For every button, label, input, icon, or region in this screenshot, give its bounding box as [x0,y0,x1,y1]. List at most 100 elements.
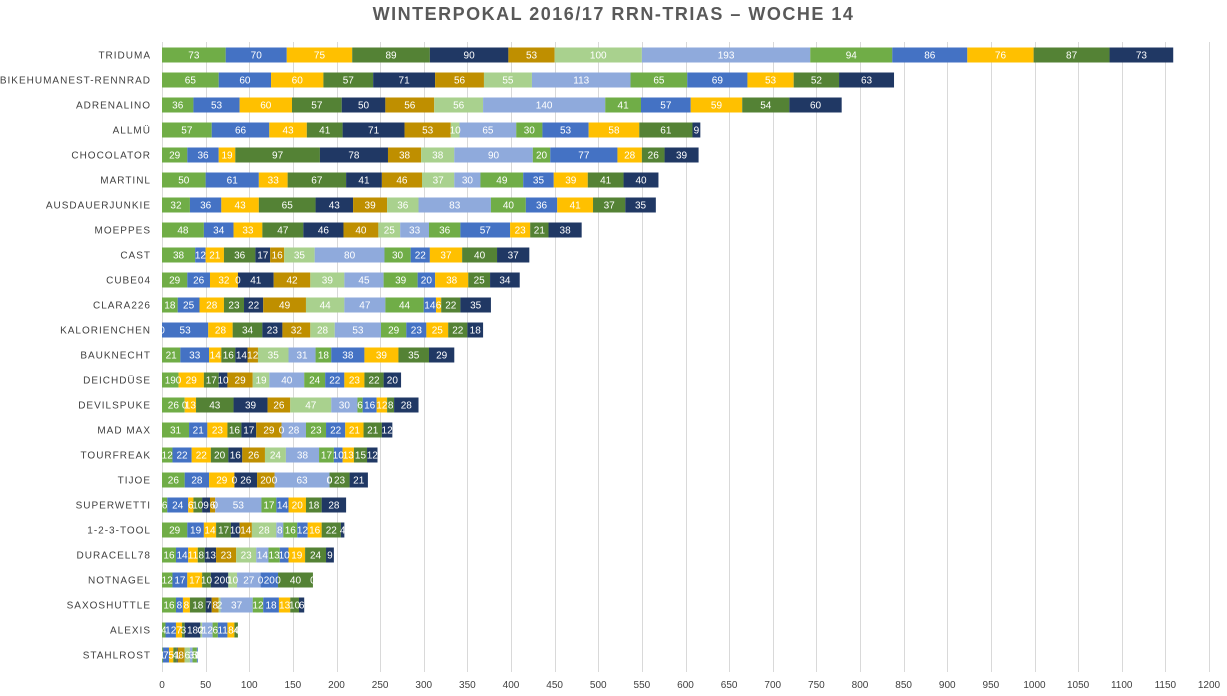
data-label: 60 [239,76,251,87]
bar-segment [274,472,330,488]
bar-segment [276,522,284,538]
data-label: 26 [248,451,260,462]
bar-segment [364,372,384,388]
x-tick-label: 300 [415,680,432,691]
data-label: 6 [162,501,168,512]
data-label: 0 [235,276,241,287]
data-label: 8 [277,526,283,537]
bar-segment [641,97,691,113]
bar-segment [789,97,842,113]
bar-segment [428,347,455,363]
data-label: 30 [462,176,474,187]
category-label: NOTNAGEL [88,576,151,587]
bar-segment [211,597,219,613]
bar-segment [321,522,341,538]
bar-segment [215,497,262,513]
bar-segment [353,197,388,213]
bar-segment [530,222,549,238]
data-label: 12 [252,601,264,612]
bar-segment [303,222,344,238]
data-label: 0 [275,576,281,587]
data-label: 36 [200,201,212,212]
bar-segment [172,572,188,588]
bar-segment [468,272,491,288]
data-label: 6 [188,501,194,512]
data-label: 53 [180,326,192,337]
data-label: 41 [618,101,630,112]
bar-segment [209,497,216,513]
bar-segment [162,647,163,663]
bar-segment [227,372,253,388]
data-label: 38 [399,151,411,162]
category-label: TOURFREAK [81,451,152,462]
bar-segment [168,647,174,663]
data-label: 19 [165,376,177,387]
bar-segment [236,547,257,563]
data-label: 29 [235,376,247,387]
bar-segment [625,197,656,213]
bar-segment [234,472,258,488]
bar-segment [193,97,240,113]
data-label: 53 [526,51,538,62]
data-label: 49 [279,301,291,312]
bar-segment [305,422,327,438]
data-label: 10 [192,501,204,512]
data-label: 23 [515,226,527,237]
data-label: 37 [440,251,452,262]
data-label: 23 [241,551,253,562]
bar-segment [630,72,688,88]
data-label: 53 [211,101,223,112]
data-label: 73 [1136,51,1148,62]
data-label: 40 [281,376,293,387]
data-label: 16 [364,401,376,412]
data-label: 21 [209,251,221,262]
data-label: 22 [330,426,342,437]
bar-segment [460,297,491,313]
bar-segment [216,547,237,563]
x-tick-label: 650 [721,680,738,691]
bar-segment [263,297,306,313]
data-label: 36 [197,151,209,162]
data-label: 78 [348,151,360,162]
bar-segment [209,472,235,488]
x-tick-label: 500 [590,680,607,691]
bar-segment [162,647,169,663]
bar-segment [340,522,345,538]
bar-segment [189,422,208,438]
data-label: 14 [204,526,216,537]
bar-segment [516,122,543,138]
data-label: 17 [174,576,186,587]
bar-segment [426,322,449,338]
bar-segment [387,397,395,413]
data-label: 26 [648,151,660,162]
bar-segment [235,347,248,363]
data-label: 20 [536,151,548,162]
bar-segment [305,547,327,563]
data-label: 56 [454,76,466,87]
data-label: 42 [286,276,298,287]
data-label: 76 [995,51,1007,62]
data-label: 40 [355,226,367,237]
bar-segment [218,72,272,88]
bar-segment [162,322,209,338]
data-label: 12 [382,426,394,437]
data-label: 0 [327,476,333,487]
bar-segment [510,222,531,238]
data-label: 53 [560,126,572,137]
data-label: 16 [230,451,242,462]
data-label: 10 [230,526,242,537]
bar-segment [237,572,261,588]
bar-segment [276,497,289,513]
bar-segment [258,197,316,213]
bar-segment [182,622,185,638]
data-label: 23 [228,301,240,312]
bar-segment [417,272,436,288]
x-tick-label: 150 [285,680,302,691]
bar-segment [247,347,258,363]
bar-segment [187,572,203,588]
data-label: 20 [292,501,304,512]
bar-segment [202,572,211,588]
data-label: 13 [269,551,281,562]
data-label: 2 [198,626,204,637]
data-label: 73 [188,51,200,62]
